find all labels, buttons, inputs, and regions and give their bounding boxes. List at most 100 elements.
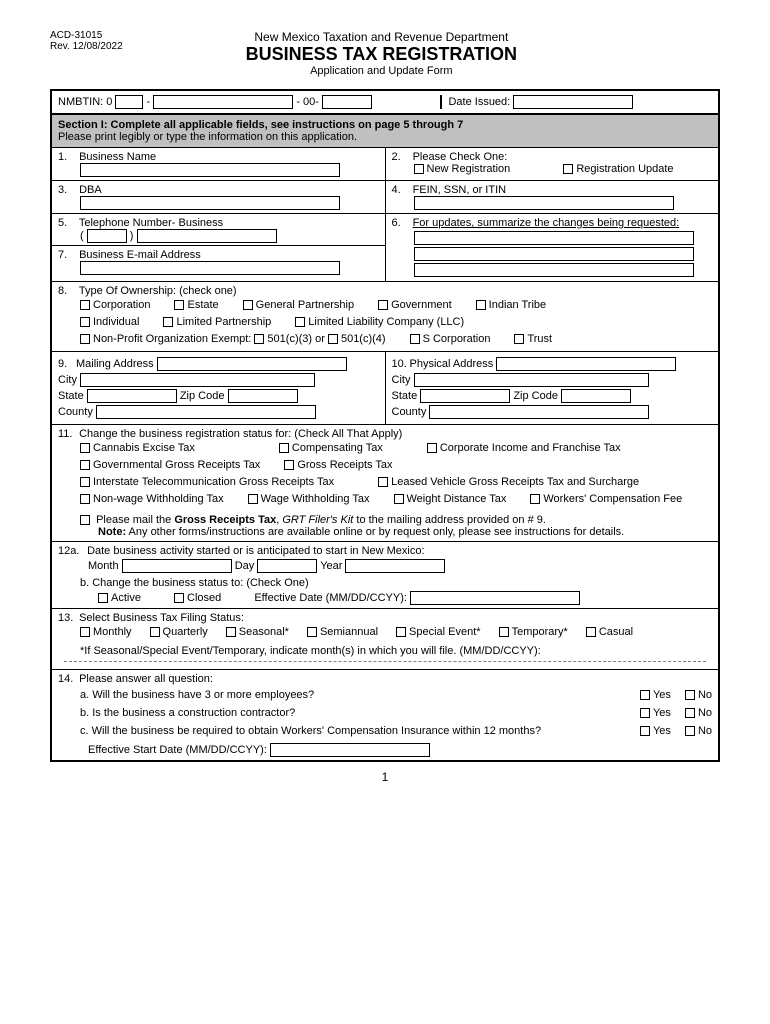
updates-field-3[interactable]	[414, 263, 694, 277]
ownership-nonprofit-checkbox[interactable]	[80, 334, 90, 344]
dba-label: DBA	[79, 184, 102, 196]
fein-field[interactable]	[414, 196, 674, 210]
section-1-header: Section I: Complete all applicable field…	[52, 115, 718, 148]
physical-zip-field[interactable]	[561, 389, 631, 403]
filing-semiannual-checkbox[interactable]	[307, 627, 317, 637]
filing-seasonal-checkbox[interactable]	[226, 627, 236, 637]
q-a-no-checkbox[interactable]	[685, 690, 695, 700]
nmbtin-field-3[interactable]	[322, 95, 372, 109]
questions-label: Please answer all question:	[79, 673, 213, 685]
nmbtin-field-2[interactable]	[153, 95, 293, 109]
filing-casual-checkbox[interactable]	[586, 627, 596, 637]
department-name: New Mexico Taxation and Revenue Departme…	[123, 30, 640, 44]
tax-wage-checkbox[interactable]	[248, 494, 258, 504]
ownership-corporation-checkbox[interactable]	[80, 300, 90, 310]
workers-comp-eff-date-field[interactable]	[270, 743, 430, 757]
ownership-estate-checkbox[interactable]	[174, 300, 184, 310]
revision-date: Rev. 12/08/2022	[50, 41, 123, 52]
phone-number-field[interactable]	[137, 229, 277, 243]
nmbtin-row: NMBTIN: 0 - - 00- Date Issued:	[52, 91, 718, 115]
q-c-no-checkbox[interactable]	[685, 726, 695, 736]
nonprofit-501c3-checkbox[interactable]	[254, 334, 264, 344]
form-id-block: ACD-31015 Rev. 12/08/2022	[50, 30, 123, 52]
tax-leased-vehicle-checkbox[interactable]	[378, 477, 388, 487]
status-active-checkbox[interactable]	[98, 593, 108, 603]
q-a-yes-checkbox[interactable]	[640, 690, 650, 700]
row-14: 14. Please answer all question: a. Will …	[52, 670, 718, 760]
nonprofit-501c4-checkbox[interactable]	[328, 334, 338, 344]
phone-label: Telephone Number- Business	[79, 217, 223, 229]
q-c-yes-checkbox[interactable]	[640, 726, 650, 736]
mailing-state-field[interactable]	[87, 389, 177, 403]
row-3-4: 3. DBA 4. FEIN, SSN, or ITIN	[52, 181, 718, 214]
tax-workers-comp-checkbox[interactable]	[530, 494, 540, 504]
tax-compensating-checkbox[interactable]	[279, 443, 289, 453]
date-started-label: Date business activity started or is ant…	[87, 545, 424, 557]
email-field[interactable]	[80, 261, 340, 275]
ownership-scorp-checkbox[interactable]	[410, 334, 420, 344]
status-eff-date-field[interactable]	[410, 591, 580, 605]
fein-label: FEIN, SSN, or ITIN	[413, 184, 507, 196]
tax-cannabis-checkbox[interactable]	[80, 443, 90, 453]
updates-field-1[interactable]	[414, 231, 694, 245]
business-name-label: Business Name	[79, 151, 156, 163]
updates-label: For updates, summarize the changes being…	[413, 217, 680, 229]
filing-quarterly-checkbox[interactable]	[150, 627, 160, 637]
tax-nonwage-checkbox[interactable]	[80, 494, 90, 504]
tax-gross-receipts-checkbox[interactable]	[284, 460, 294, 470]
page-number: 1	[50, 770, 720, 784]
mail-grt-kit-checkbox[interactable]	[80, 515, 90, 525]
ownership-indian-tribe-checkbox[interactable]	[476, 300, 486, 310]
ownership-llc-checkbox[interactable]	[295, 317, 305, 327]
section-1-subtitle: Please print legibly or type the informa…	[58, 131, 712, 143]
filing-monthly-checkbox[interactable]	[80, 627, 90, 637]
mailing-zip-field[interactable]	[228, 389, 298, 403]
start-year-field[interactable]	[345, 559, 445, 573]
physical-address-field[interactable]	[496, 357, 676, 371]
status-closed-checkbox[interactable]	[174, 593, 184, 603]
physical-city-field[interactable]	[414, 373, 649, 387]
check-one-label: Please Check One:	[413, 151, 508, 163]
dba-field[interactable]	[80, 196, 340, 210]
registration-update-checkbox[interactable]	[563, 164, 573, 174]
start-month-field[interactable]	[122, 559, 232, 573]
ownership-government-checkbox[interactable]	[378, 300, 388, 310]
ownership-general-partnership-checkbox[interactable]	[243, 300, 253, 310]
row-11: 11. Change the business registration sta…	[52, 425, 718, 542]
mailing-county-field[interactable]	[96, 405, 316, 419]
nmbtin-field-1[interactable]	[115, 95, 143, 109]
row-1-2: 1. Business Name 2. Please Check One: Ne…	[52, 148, 718, 181]
section-1-title: Section I: Complete all applicable field…	[58, 119, 712, 131]
filing-temporary-checkbox[interactable]	[499, 627, 509, 637]
tax-interstate-checkbox[interactable]	[80, 477, 90, 487]
row-13: 13. Select Business Tax Filing Status: M…	[52, 609, 718, 670]
form-subtitle: Application and Update Form	[123, 65, 640, 77]
tax-govt-gross-checkbox[interactable]	[80, 460, 90, 470]
nmbtin-label: NMBTIN: 0	[58, 96, 112, 108]
physical-state-field[interactable]	[420, 389, 510, 403]
mailing-city-field[interactable]	[80, 373, 315, 387]
q-b-yes-checkbox[interactable]	[640, 708, 650, 718]
start-day-field[interactable]	[257, 559, 317, 573]
phone-area-field[interactable]	[87, 229, 127, 243]
physical-county-field[interactable]	[429, 405, 649, 419]
ownership-individual-checkbox[interactable]	[80, 317, 90, 327]
document-header: ACD-31015 Rev. 12/08/2022 New Mexico Tax…	[50, 30, 720, 77]
date-issued-label: Date Issued:	[448, 96, 510, 108]
ownership-trust-checkbox[interactable]	[514, 334, 524, 344]
mailing-address-field[interactable]	[157, 357, 347, 371]
tax-corporate-checkbox[interactable]	[427, 443, 437, 453]
filing-special-event-checkbox[interactable]	[396, 627, 406, 637]
tax-weight-checkbox[interactable]	[394, 494, 404, 504]
row-5-6-7: 5. Telephone Number- Business ( ) 7. Bus…	[52, 214, 718, 282]
row-9-10: 9.Mailing Address City State Zip Code Co…	[52, 352, 718, 425]
date-issued-field[interactable]	[513, 95, 633, 109]
filing-note: *If Seasonal/Special Event/Temporary, in…	[80, 645, 712, 657]
row-12: 12a. Date business activity started or i…	[52, 542, 718, 609]
new-registration-checkbox[interactable]	[414, 164, 424, 174]
business-name-field[interactable]	[80, 163, 340, 177]
ownership-limited-partnership-checkbox[interactable]	[163, 317, 173, 327]
updates-field-2[interactable]	[414, 247, 694, 261]
change-status-b-label: b. Change the business status to: (Check…	[80, 577, 712, 589]
q-b-no-checkbox[interactable]	[685, 708, 695, 718]
